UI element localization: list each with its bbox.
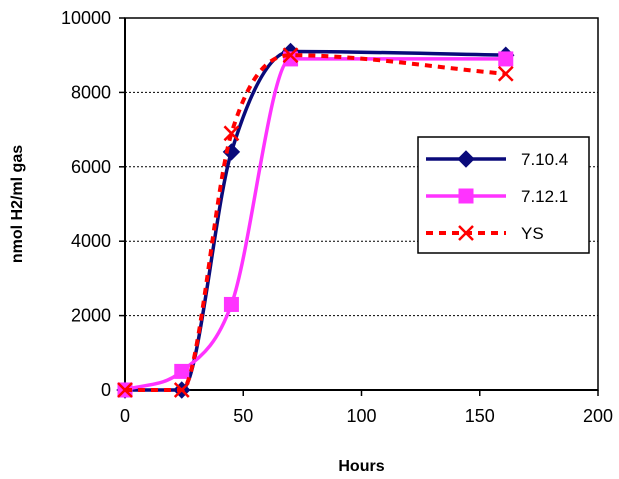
y-tick-label: 2000	[71, 306, 111, 326]
series-group	[116, 42, 515, 399]
y-tick-label: 8000	[71, 82, 111, 102]
legend-label: 7.12.1	[521, 187, 568, 206]
x-axis-title: Hours	[338, 458, 384, 475]
y-tick-label: 6000	[71, 157, 111, 177]
y-tick-label: 0	[101, 380, 111, 400]
legend-marker	[458, 188, 474, 204]
data-point-3-2	[173, 382, 190, 398]
legend: 7.10.4 7.12.1 YS	[417, 136, 590, 254]
legend-marker	[457, 150, 475, 168]
x-tick-label: 150	[465, 406, 495, 426]
legend-marker	[458, 225, 474, 241]
tick-labels: 0 2000 4000 6000 8000 10000 0 50 100 150 200	[61, 8, 613, 426]
legend-entry: 7.10.4	[426, 150, 568, 169]
data-point-3-1	[117, 382, 133, 398]
y-axis-title: nmol H2/ml gas	[9, 145, 26, 263]
data-point-3-4	[282, 47, 299, 64]
data-point-3-5	[497, 65, 514, 82]
y-tick-label: 10000	[61, 8, 111, 28]
x-tick-label: 50	[233, 406, 253, 426]
data-point-2-3	[223, 296, 239, 312]
data-point-2-5	[498, 51, 514, 67]
gridlines	[125, 91, 598, 317]
legend-entry: YS	[426, 224, 544, 243]
x-tick-label: 200	[583, 406, 613, 426]
y-tick-label: 4000	[71, 231, 111, 251]
x-tick-label: 0	[120, 406, 130, 426]
legend-label: YS	[521, 224, 544, 243]
data-point-3-3	[223, 125, 240, 142]
series-3	[117, 47, 514, 398]
data-point-2-2	[174, 363, 190, 379]
legend-label: 7.10.4	[521, 150, 568, 169]
legend-entry: 7.12.1	[426, 187, 568, 206]
x-tick-label: 100	[346, 406, 376, 426]
series-2	[117, 51, 514, 398]
